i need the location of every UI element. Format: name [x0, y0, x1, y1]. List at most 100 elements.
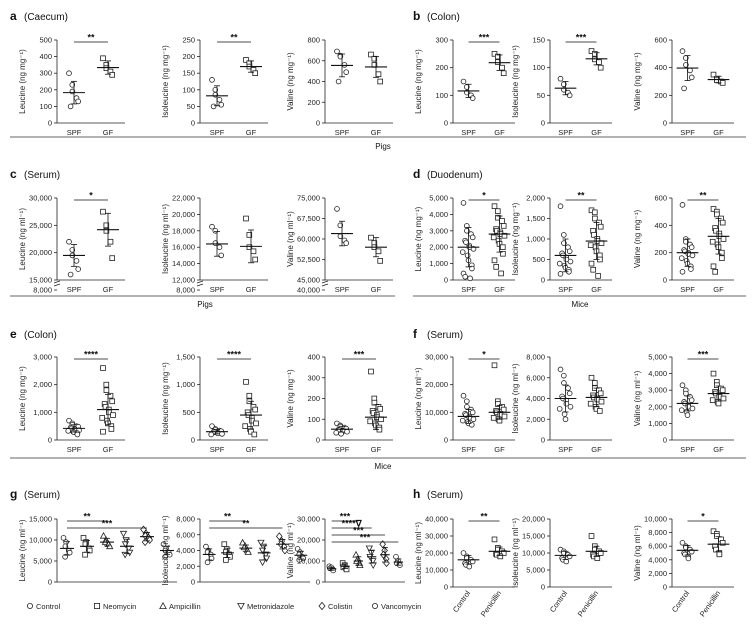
data-point [460, 200, 467, 206]
data-point [679, 539, 686, 546]
data-point [560, 372, 567, 379]
y-tick-label: 150 [182, 69, 195, 78]
data-point [243, 215, 249, 222]
y-tick-label: 500 [182, 408, 195, 417]
chart-d2: 0 500 1,000 1,500 2,000 Isoleucine (ng mg⁻¹) S… [511, 191, 612, 294]
y-tick-label: 10,000 [425, 408, 448, 417]
data-point [209, 223, 215, 230]
data-point [216, 244, 223, 251]
data-point [491, 362, 498, 369]
data-point [714, 533, 720, 539]
group-label-mice-2: Mice [375, 462, 392, 471]
data-point [246, 244, 253, 251]
panel-f-title: (Serum) [427, 330, 463, 341]
y-tick-label: 500 [532, 255, 545, 264]
data-point [499, 218, 505, 224]
y-tick-label: 300 [39, 69, 52, 78]
y-tick-label: 30,000 [425, 353, 448, 362]
data-point [688, 244, 695, 251]
data-point [99, 415, 106, 421]
y-tick-label: 200 [654, 91, 667, 100]
x-category-label: GF [591, 285, 602, 294]
data-point [588, 533, 595, 539]
data-point [335, 78, 342, 85]
sig-label: *** [354, 350, 365, 360]
y-tick-label: 4,000 [648, 369, 667, 378]
data-point [369, 562, 377, 570]
data-point [562, 416, 569, 423]
data-point [73, 258, 80, 264]
x-category-label: SPF [461, 285, 476, 294]
data-point [66, 238, 72, 245]
x-category-label: GF [246, 128, 257, 137]
legend-marker [26, 603, 33, 610]
data-point [464, 252, 471, 259]
data-point [221, 541, 228, 547]
y-tick-label: 20,000 [29, 248, 52, 257]
data-point [262, 555, 271, 563]
y-tick-label: 40,000 [425, 515, 448, 524]
data-point [103, 381, 110, 388]
data-point [566, 390, 573, 397]
x-category-label: GF [494, 128, 505, 137]
x-category-label: SPF [680, 445, 695, 454]
y-tick-label: 0 [663, 119, 667, 128]
data-point [100, 428, 106, 435]
y-tick-label: 1,500 [176, 353, 195, 362]
x-category-label: GF [713, 445, 724, 454]
y-tick-label: 5,000 [33, 557, 52, 566]
sig-label: * [482, 350, 486, 360]
data-point [712, 268, 718, 275]
y-axis-label: Isoleucine (ng mg⁻¹) [161, 45, 170, 118]
x-category-label: SPF [558, 445, 573, 454]
y-tick-label: 3,000 [429, 226, 448, 235]
data-point [678, 255, 685, 261]
sig-label: ** [242, 519, 250, 529]
chart-g2: 0 2,000 4,000 6,000 8,000 Isoleucine (ng ml⁻¹… [161, 512, 310, 587]
data-point [216, 96, 223, 103]
y-tick-label: 52,500 [297, 255, 320, 264]
data-point [119, 530, 128, 538]
data-point [344, 428, 350, 435]
x-category-label: GF [371, 128, 382, 137]
y-tick-label: 15,000 [29, 276, 52, 285]
data-point [66, 70, 72, 76]
y-tick-label: 0 [663, 436, 667, 445]
data-point [252, 70, 259, 77]
data-point [343, 240, 350, 246]
data-point [563, 400, 570, 407]
data-point [242, 423, 249, 429]
y-axis-label: Valine (ng ml⁻¹) [633, 525, 642, 581]
data-point [588, 260, 595, 267]
y-tick-label: 200 [39, 85, 52, 94]
y-tick-label: 600 [654, 36, 667, 45]
data-point [587, 400, 594, 407]
data-point [275, 532, 283, 541]
y-axis-label: Isoleucine (ng mg⁻¹) [511, 45, 520, 118]
y-tick-label: 200 [307, 98, 320, 107]
y-tick-label: 2,000 [33, 380, 52, 389]
chart-e3: 0 100 200 300 400 Valine (ng mg⁻¹) SPF GF *** [286, 350, 393, 454]
data-point [567, 403, 574, 410]
data-point [243, 57, 249, 63]
chart-c: 15,000 20,000 25,000 30,000 8,000 Leucine (ng… [18, 191, 125, 295]
y-axis-label: Leucine (ng ml⁻¹) [414, 522, 423, 584]
y-tick-label: 8,000 [648, 528, 667, 537]
data-point [490, 234, 497, 241]
data-point [715, 400, 722, 407]
legend-label: Ampicillin [169, 602, 201, 611]
y-tick-label: 250 [182, 36, 195, 45]
data-point [333, 429, 340, 436]
y-tick-label: 22,000 [172, 194, 195, 203]
data-point [679, 202, 686, 208]
data-point [592, 51, 598, 57]
y-tick-label: 300 [435, 36, 448, 45]
legend-marker [159, 601, 167, 609]
data-point [719, 540, 726, 546]
y-tick-label: 30,000 [297, 515, 320, 524]
sig-label: *** [576, 33, 587, 43]
data-point [714, 382, 720, 389]
x-category-label: Penicillin [576, 589, 600, 618]
